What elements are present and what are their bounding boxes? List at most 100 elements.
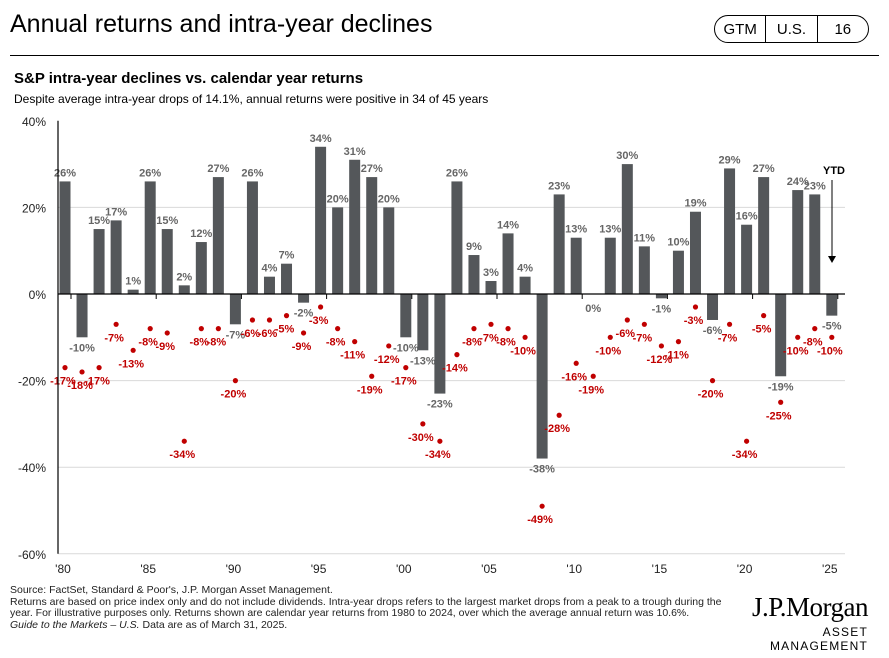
decline-dot-2008 <box>539 503 545 509</box>
decline-dot-2002 <box>437 438 443 444</box>
bar-2014 <box>638 246 650 294</box>
decline-dot-1999 <box>386 343 392 349</box>
decline-label: -7% <box>479 332 499 344</box>
chart: 40%20%0%-20%-40%-60%26%-10%15%17%1%26%15… <box>18 115 845 576</box>
decline-dot-2018 <box>709 378 716 384</box>
decline-label: -6% <box>616 328 636 340</box>
bar-2008 <box>536 294 548 459</box>
y-tick-label: -40% <box>18 461 46 475</box>
decline-dot-2013 <box>624 317 630 323</box>
bar-2012 <box>604 237 616 294</box>
bar-2016 <box>672 250 684 294</box>
bar-2000 <box>400 294 412 338</box>
x-tick-label: '05 <box>481 562 497 576</box>
bar-2010 <box>570 237 582 294</box>
decline-label: -8% <box>803 337 823 349</box>
decline-label: -19% <box>357 384 383 396</box>
decline-dot-2003 <box>454 352 460 358</box>
decline-dot-1997 <box>352 339 358 345</box>
bar-2013 <box>621 164 633 294</box>
bar-1983 <box>110 220 122 294</box>
decline-label: -49% <box>527 514 553 526</box>
return-label: 0% <box>585 303 601 315</box>
return-label: 31% <box>344 146 366 158</box>
data-date: Data are as of March 31, 2025. <box>139 618 288 631</box>
y-tick-label: -20% <box>18 375 46 389</box>
decline-label: -30% <box>408 432 434 444</box>
bar-2006 <box>502 233 514 294</box>
jpmorgan-logo: J.P.Morgan ASSET MANAGEMENT <box>735 592 869 653</box>
decline-label: -25% <box>766 410 792 422</box>
decline-dot-2023 <box>795 334 801 340</box>
decline-dot-2020 <box>744 438 750 444</box>
bar-1997 <box>349 159 361 294</box>
x-tick-label: '25 <box>822 562 838 576</box>
decline-dot-1980 <box>62 365 68 371</box>
badge-region: U.S. <box>765 16 816 42</box>
bar-1996 <box>332 207 344 294</box>
return-label: -7% <box>226 329 246 341</box>
decline-label: -17% <box>84 376 110 388</box>
decline-dot-1987 <box>181 438 187 444</box>
decline-dot-2004 <box>471 326 477 332</box>
decline-dot-1990 <box>232 378 238 384</box>
decline-label: -34% <box>732 449 758 461</box>
decline-dot-1988 <box>198 326 204 332</box>
return-label: -23% <box>427 399 453 411</box>
decline-label: -8% <box>496 337 516 349</box>
bar-1995 <box>315 146 327 294</box>
x-tick-label: '85 <box>140 562 156 576</box>
decline-dot-1982 <box>96 365 102 371</box>
decline-dot-2005 <box>488 321 494 327</box>
x-tick-label: '20 <box>737 562 753 576</box>
return-label: -10% <box>69 342 95 354</box>
badge-page: 16 <box>816 16 868 42</box>
decline-label: -20% <box>221 389 247 401</box>
chart-subtitle: Despite average intra-year drops of 14.1… <box>14 92 489 106</box>
return-label: 15% <box>156 215 178 227</box>
return-label: 26% <box>446 167 468 179</box>
chart-title: S&P intra-year declines vs. calendar yea… <box>14 70 364 87</box>
return-label: 30% <box>616 150 638 162</box>
return-label: 9% <box>466 241 482 253</box>
return-label: 2% <box>176 271 192 283</box>
return-label: 13% <box>565 224 587 236</box>
decline-label: -3% <box>309 315 329 327</box>
decline-label: -8% <box>138 337 158 349</box>
decline-dot-1983 <box>113 321 119 327</box>
bar-1989 <box>212 177 224 294</box>
gtm-badge: GTM U.S. 16 <box>714 15 869 43</box>
return-label: 3% <box>483 267 499 279</box>
logo-name: J.P.Morgan <box>751 592 869 622</box>
return-label: -10% <box>393 342 419 354</box>
bar-1987 <box>178 285 190 294</box>
decline-label: -8% <box>190 337 210 349</box>
return-label: 10% <box>667 237 689 249</box>
decline-dot-1992 <box>266 317 273 323</box>
x-tick-label: '95 <box>311 562 327 576</box>
decline-dot-2006 <box>505 326 511 332</box>
return-label: 17% <box>105 206 127 218</box>
decline-label: -9% <box>292 341 312 353</box>
return-label: 26% <box>139 167 161 179</box>
decline-dot-1989 <box>215 326 221 332</box>
decline-label: -10% <box>510 345 536 357</box>
bar-2015 <box>655 294 667 299</box>
return-label: 23% <box>804 180 826 192</box>
decline-dot-1991 <box>249 317 256 323</box>
decline-dot-2001 <box>420 421 426 427</box>
decline-label: -11% <box>340 350 365 362</box>
bar-1999 <box>383 207 395 294</box>
bar-2009 <box>553 194 565 294</box>
bar-1994 <box>298 294 310 303</box>
decline-label: -16% <box>561 371 587 383</box>
date-note: Guide to the Markets – U.S. Data are as … <box>10 618 730 632</box>
return-label: 24% <box>787 176 809 188</box>
decline-label: -7% <box>104 332 124 344</box>
return-label: -2% <box>294 308 314 320</box>
return-label: 4% <box>517 263 533 275</box>
decline-dot-2015 <box>658 343 665 349</box>
y-tick-label: 40% <box>22 115 46 129</box>
return-label: -38% <box>529 464 555 476</box>
bar-1981 <box>76 294 88 338</box>
